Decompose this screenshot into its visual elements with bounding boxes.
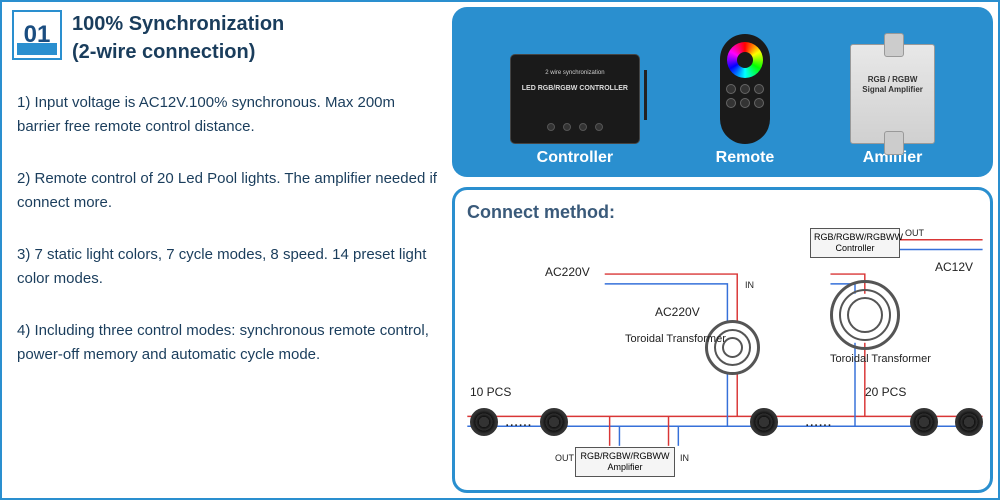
connection-diagram: Connect method: RGB/RGBW/RGBWW bbox=[452, 187, 993, 493]
controller-node: RGB/RGBW/RGBWW Controller bbox=[810, 228, 900, 258]
bullet-item: 4) Including three control modes: synchr… bbox=[17, 319, 442, 367]
label-transformer: Toroidal Transformer bbox=[830, 353, 931, 365]
label-pcs20: 20 PCS bbox=[865, 385, 906, 399]
products-bar: 2 wire synchronization LED RGB/RGBW CONT… bbox=[452, 7, 993, 177]
label-ac220v: AC220V bbox=[545, 265, 590, 279]
badge-number: 01 bbox=[24, 21, 51, 49]
remote-label: Remote bbox=[716, 149, 775, 167]
label-in: IN bbox=[680, 453, 689, 463]
light-icon bbox=[470, 408, 498, 436]
bullet-item: 2) Remote control of 20 Led Pool lights.… bbox=[17, 167, 442, 215]
label-ac220v: AC220V bbox=[655, 305, 700, 319]
controller-device-text2: LED RGB/RGBW CONTROLLER bbox=[511, 85, 639, 92]
transformer-1-icon bbox=[705, 320, 760, 375]
label-ac12v: AC12V bbox=[935, 260, 973, 274]
section-title: 100% Synchronization (2-wire connection) bbox=[72, 10, 284, 66]
bullet-item: 1) Input voltage is AC12V.100% synchrono… bbox=[17, 91, 442, 139]
label-out: OUT bbox=[905, 228, 924, 238]
label-in: IN bbox=[745, 280, 754, 290]
title-line1: 100% Synchronization bbox=[72, 10, 284, 38]
remote-icon bbox=[720, 34, 770, 144]
light-icon bbox=[910, 408, 938, 436]
label-out: OUT bbox=[555, 453, 574, 463]
amplifier-icon: RGB / RGBW Signal Amplifier bbox=[850, 44, 935, 144]
controller-label: Controller bbox=[537, 149, 613, 167]
light-icon bbox=[955, 408, 983, 436]
right-panel: 2 wire synchronization LED RGB/RGBW CONT… bbox=[452, 2, 998, 498]
title-line2: (2-wire connection) bbox=[72, 38, 284, 66]
product-remote: Remote bbox=[716, 34, 775, 167]
amplifier-device-text: RGB / RGBW Signal Amplifier bbox=[851, 75, 934, 96]
label-pcs10: 10 PCS bbox=[470, 385, 511, 399]
product-controller: 2 wire synchronization LED RGB/RGBW CONT… bbox=[510, 54, 640, 167]
label-dots: ...... bbox=[805, 413, 832, 431]
left-panel: 01 100% Synchronization (2-wire connecti… bbox=[2, 2, 452, 498]
bullet-item: 3) 7 static light colors, 7 cycle modes,… bbox=[17, 243, 442, 291]
product-amplifier: RGB / RGBW Signal Amplifier Amlifier bbox=[850, 44, 935, 167]
diagram-canvas: RGB/RGBW/RGBWW Controller RGB/RGBW/RGBWW… bbox=[455, 225, 990, 490]
diagram-title: Connect method: bbox=[467, 202, 978, 223]
label-transformer: Toroidal Transformer bbox=[625, 333, 726, 345]
transformer-2-icon bbox=[830, 280, 900, 350]
label-dots: ...... bbox=[505, 413, 532, 431]
controller-device-text1: 2 wire synchronization bbox=[511, 70, 639, 76]
light-icon bbox=[540, 408, 568, 436]
amplifier-node: RGB/RGBW/RGBWW Amplifier bbox=[575, 447, 675, 477]
header: 01 100% Synchronization (2-wire connecti… bbox=[12, 10, 442, 66]
bullet-list: 1) Input voltage is AC12V.100% synchrono… bbox=[12, 91, 442, 367]
section-badge: 01 bbox=[12, 10, 62, 60]
light-icon bbox=[750, 408, 778, 436]
controller-icon: 2 wire synchronization LED RGB/RGBW CONT… bbox=[510, 54, 640, 144]
